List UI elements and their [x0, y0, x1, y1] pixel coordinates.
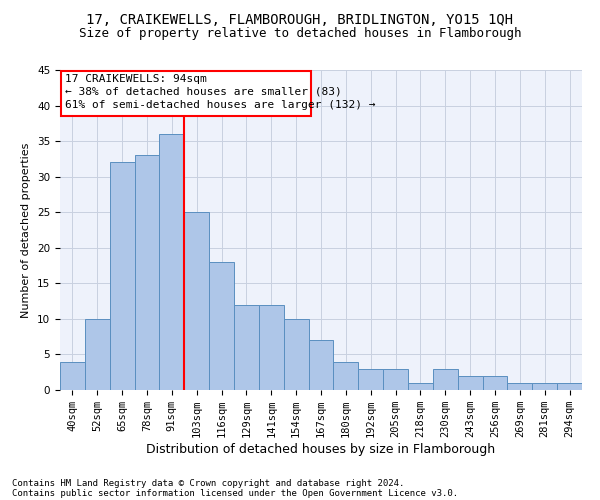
Bar [134, 156, 160, 390]
X-axis label: Distribution of detached houses by size in Flamborough: Distribution of detached houses by size … [146, 443, 496, 456]
Bar [259, 304, 284, 390]
Bar [532, 383, 557, 390]
Bar [308, 340, 334, 390]
Bar [358, 368, 383, 390]
FancyBboxPatch shape [61, 72, 311, 116]
Bar [209, 262, 234, 390]
Text: Contains HM Land Registry data © Crown copyright and database right 2024.: Contains HM Land Registry data © Crown c… [12, 478, 404, 488]
Bar [458, 376, 482, 390]
Bar [508, 383, 532, 390]
Bar [383, 368, 408, 390]
Bar [60, 362, 85, 390]
Bar [184, 212, 209, 390]
Text: Contains public sector information licensed under the Open Government Licence v3: Contains public sector information licen… [12, 488, 458, 498]
Bar [408, 383, 433, 390]
Bar [557, 383, 582, 390]
Text: Size of property relative to detached houses in Flamborough: Size of property relative to detached ho… [79, 28, 521, 40]
Y-axis label: Number of detached properties: Number of detached properties [22, 142, 31, 318]
Bar [433, 368, 458, 390]
Text: 17 CRAIKEWELLS: 94sqm
← 38% of detached houses are smaller (83)
61% of semi-deta: 17 CRAIKEWELLS: 94sqm ← 38% of detached … [65, 74, 376, 110]
Bar [284, 319, 308, 390]
Bar [234, 304, 259, 390]
Bar [334, 362, 358, 390]
Bar [85, 319, 110, 390]
Text: 17, CRAIKEWELLS, FLAMBOROUGH, BRIDLINGTON, YO15 1QH: 17, CRAIKEWELLS, FLAMBOROUGH, BRIDLINGTO… [86, 12, 514, 26]
Bar [160, 134, 184, 390]
Bar [482, 376, 508, 390]
Bar [110, 162, 134, 390]
